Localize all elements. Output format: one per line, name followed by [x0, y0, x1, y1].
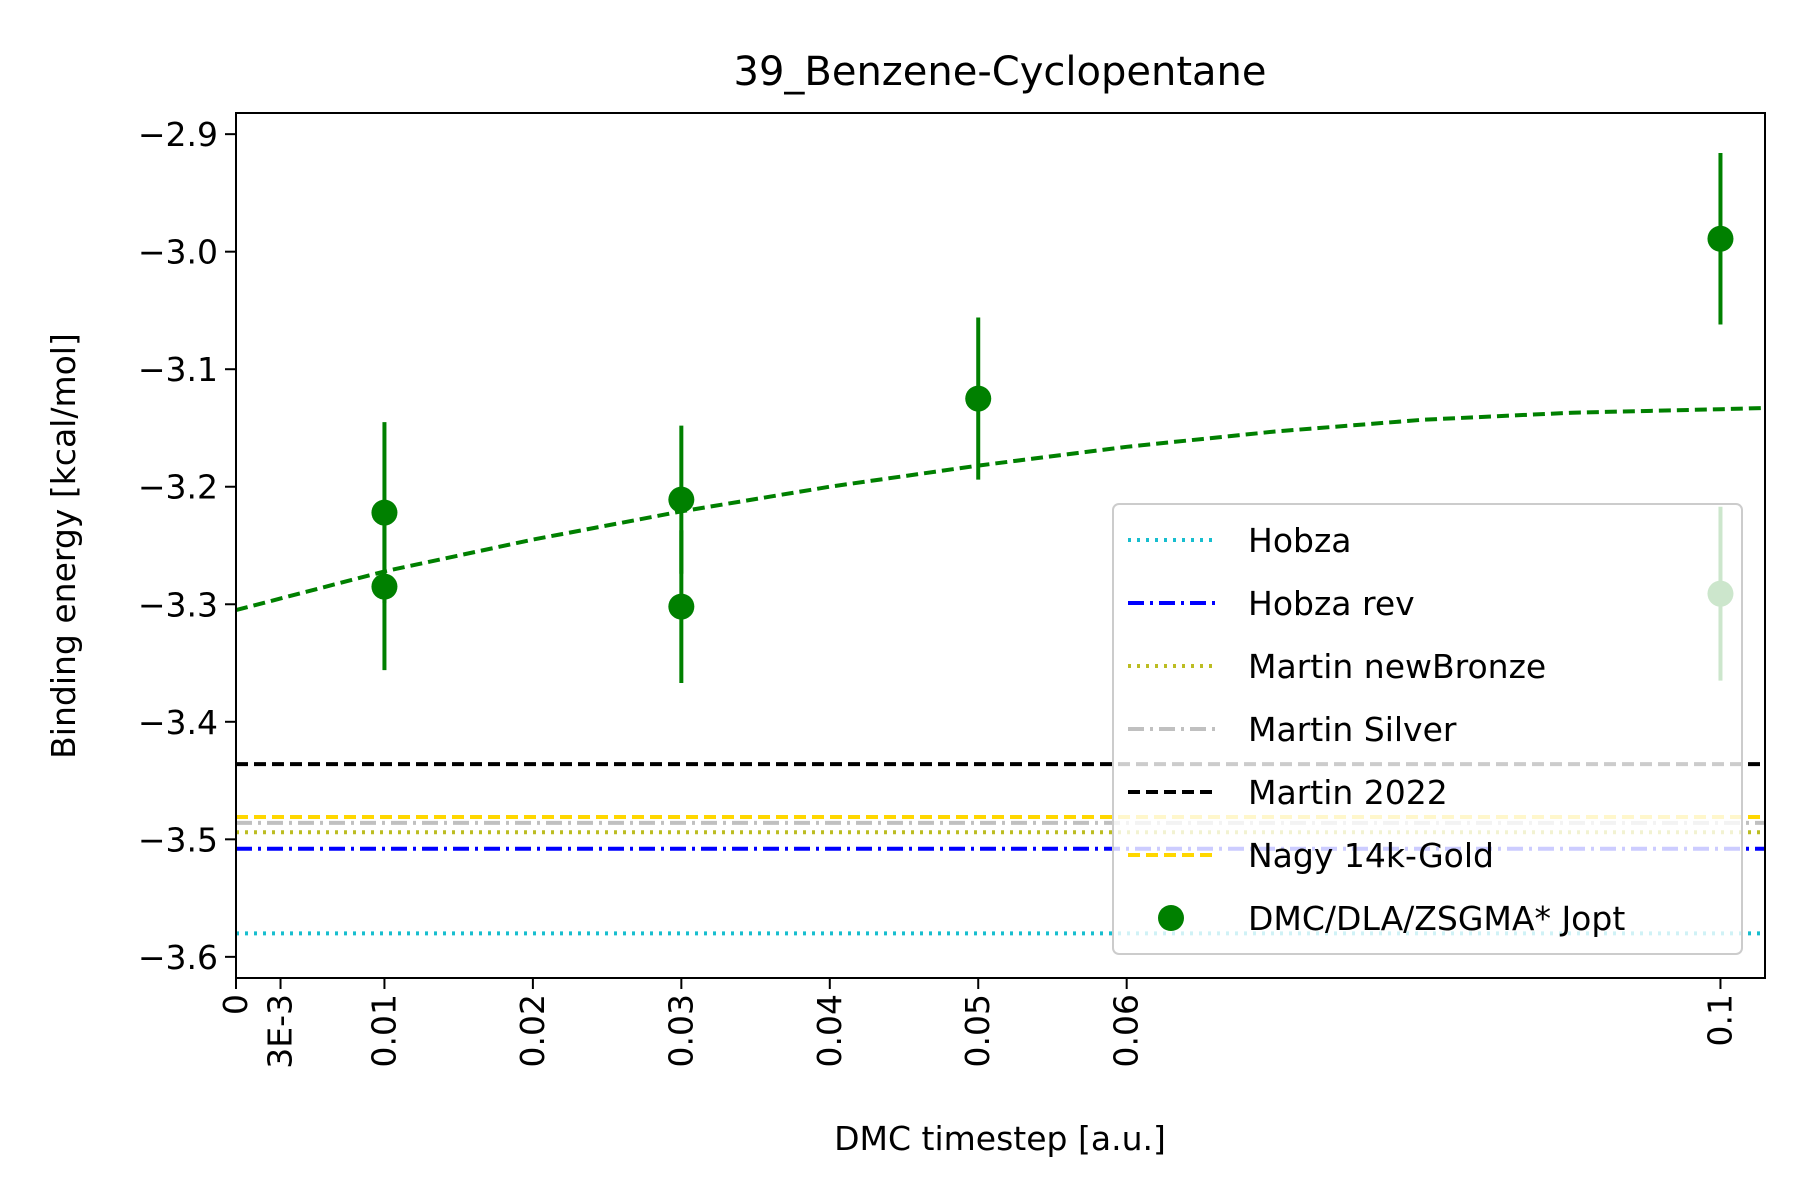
- fit-curve: [236, 406, 1765, 613]
- y-tick-label-3: −3.2: [138, 468, 218, 507]
- legend-label-4: Martin 2022: [1248, 773, 1448, 812]
- plot-area: [236, 152, 1765, 936]
- x-axis-label: DMC timestep [a.u.]: [834, 1119, 1166, 1158]
- x-tick-label-7: 0.06: [1107, 994, 1146, 1067]
- x-tick-label-1: 3E-3: [261, 994, 300, 1069]
- legend-label-5: Nagy 14k-Gold: [1248, 836, 1494, 875]
- legend-label-3: Martin Silver: [1248, 710, 1457, 749]
- plot-frame: [235, 112, 1766, 979]
- x-tick-label-2: 0.01: [364, 994, 403, 1067]
- y-axis-label: Binding energy [kcal/mol]: [44, 333, 83, 759]
- x-tick-label-4: 0.03: [661, 994, 700, 1067]
- data-point-4: [965, 385, 992, 412]
- legend-box: [1112, 503, 1743, 955]
- x-tick-label-5: 0.04: [810, 994, 849, 1067]
- y-tick-label-1: −3.0: [138, 233, 218, 272]
- chart-title: 39_Benzene-Cyclopentane: [734, 49, 1267, 95]
- legend-label-1: Hobza rev: [1248, 584, 1415, 623]
- data-point-2: [668, 486, 695, 513]
- y-tick-label-5: −3.4: [138, 703, 218, 742]
- legend-label-2: Martin newBronze: [1248, 647, 1546, 686]
- y-tick-label-4: −3.3: [138, 585, 218, 624]
- legend: Hobza Hobza rev Martin newBronze Martin Sil…: [1112, 503, 1743, 955]
- x-tick-label-8: 0.1: [1700, 994, 1739, 1046]
- data-point-5: [1707, 225, 1734, 252]
- x-tick-label-6: 0.05: [958, 994, 997, 1067]
- x-tick-label-0: 0: [216, 994, 255, 1015]
- legend-label-6: DMC/DLA/ZSGMA* Jopt: [1248, 899, 1625, 938]
- y-tick-label-7: −3.6: [138, 938, 218, 977]
- data-point-3: [668, 593, 695, 620]
- x-tick-label-3: 0.02: [513, 994, 552, 1067]
- y-axis: −2.9 −3.0 −3.1 −3.2 −3.3 −3.4 −3.5 −3.6: [138, 115, 236, 977]
- y-tick-label-0: −2.9: [138, 115, 218, 154]
- y-tick-label-6: −3.5: [138, 820, 218, 859]
- x-axis: 0 3E-3 0.01 0.02 0.03 0.04 0.05 0.06 0.1: [216, 978, 1739, 1069]
- y-tick-label-2: −3.1: [138, 350, 218, 389]
- data-point-1: [371, 573, 398, 600]
- legend-swatch-6: [1158, 905, 1184, 931]
- plot-marks: [236, 152, 1765, 936]
- legend-label-0: Hobza: [1248, 521, 1352, 560]
